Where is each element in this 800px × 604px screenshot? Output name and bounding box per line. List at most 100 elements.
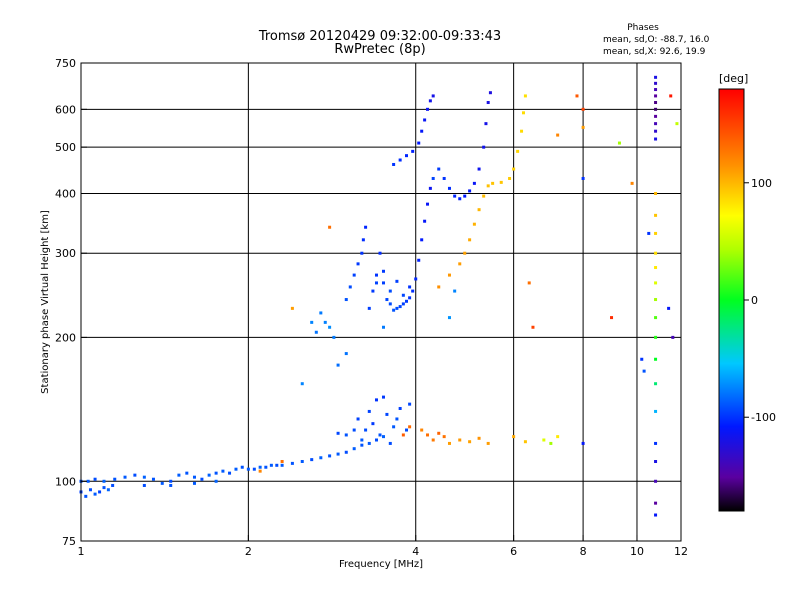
data-point-o (344, 433, 348, 437)
data-point-o (344, 352, 348, 356)
data-point-o (414, 277, 418, 281)
data-point-o (214, 471, 218, 475)
data-point-x (477, 436, 481, 440)
data-point-o (371, 422, 375, 426)
data-point-o (378, 433, 382, 437)
data-point-o (102, 479, 106, 483)
data-point-o (185, 471, 189, 475)
data-point-o (246, 467, 250, 471)
data-point-o (290, 461, 294, 465)
data-point-o (200, 477, 204, 481)
data-point-o (275, 463, 279, 467)
data-point-x (431, 438, 435, 442)
data-point-noise (581, 176, 585, 180)
x-tick-label: 2 (245, 545, 252, 558)
data-point-x (447, 441, 451, 445)
data-point-o (344, 298, 348, 302)
data-point-o (336, 452, 340, 456)
data-point-o (300, 459, 304, 463)
data-point-o (310, 320, 314, 324)
data-point-x (477, 208, 481, 212)
data-point-noise (654, 75, 658, 79)
data-point-o (356, 262, 360, 266)
data-point-x (542, 438, 546, 442)
colorbar-tick-label: -100 (751, 411, 776, 424)
data-point-x (499, 180, 503, 184)
data-point-noise (667, 306, 671, 310)
data-point-o (310, 458, 314, 462)
data-point-o (269, 463, 273, 467)
data-point-noise (654, 382, 658, 386)
data-point-o (408, 402, 412, 406)
data-point-o (93, 492, 97, 496)
data-point-o (228, 471, 232, 475)
data-point-o (388, 289, 392, 293)
data-point-noise (654, 357, 658, 361)
data-point-o (428, 186, 432, 190)
data-point-o (264, 465, 268, 469)
data-point-o (323, 320, 327, 324)
x-tick-label: 4 (412, 545, 419, 558)
data-point-x (520, 129, 524, 133)
data-point-o (381, 435, 385, 439)
data-point-o (385, 412, 389, 416)
data-point-o (431, 176, 435, 180)
data-point-noise (654, 335, 658, 339)
data-point-x (280, 459, 284, 463)
data-point-o (192, 481, 196, 485)
phases-note-x: mean, sd,X: 92.6, 19.9 (603, 47, 706, 57)
data-point-x (521, 111, 525, 115)
data-point-noise (610, 316, 614, 320)
data-point-o (420, 238, 424, 242)
data-point-noise (654, 501, 658, 505)
data-point-o (401, 293, 405, 297)
data-point-o (405, 154, 409, 158)
data-point-o (280, 463, 284, 467)
data-point-o (221, 469, 225, 473)
data-point-x (556, 435, 560, 439)
data-point-o (142, 483, 146, 487)
data-point-o (192, 475, 196, 479)
data-point-o (463, 194, 467, 198)
y-tick-label: 100 (55, 475, 76, 488)
chart-title: Tromsø 20120429 09:32:00-09:33:43 (258, 29, 501, 44)
data-point-o (240, 465, 244, 469)
colorbar-label: [deg] (719, 72, 748, 85)
data-point-o (388, 302, 392, 306)
data-point-x (458, 262, 462, 266)
data-point-noise (654, 94, 658, 98)
data-point-o (408, 285, 412, 289)
data-point-o (332, 335, 336, 339)
data-point-o (133, 473, 137, 477)
x-tick-label: 6 (510, 545, 517, 558)
data-point-x (468, 440, 472, 444)
data-point-noise (642, 369, 646, 373)
data-point-o (169, 479, 173, 483)
y-tick-label: 200 (55, 331, 76, 344)
data-point-noise (647, 231, 651, 235)
data-point-o (86, 479, 90, 483)
data-point-o (88, 488, 92, 492)
data-point-o (486, 101, 490, 105)
data-point-o (447, 186, 451, 190)
data-point-x (523, 440, 527, 444)
data-point-o (392, 425, 396, 429)
chart-subtitle: RwPretec (8p) (334, 42, 425, 57)
data-point-x (401, 433, 405, 437)
data-point-o (328, 454, 332, 458)
data-point-o (484, 122, 488, 126)
data-point-o (392, 162, 396, 166)
data-point-o (84, 494, 88, 498)
data-point-noise (654, 101, 658, 105)
data-point-o (352, 273, 356, 277)
data-point-x (468, 238, 472, 242)
data-point-o (477, 167, 481, 171)
data-point-noise (581, 107, 585, 111)
data-point-o (177, 473, 181, 477)
data-point-o (482, 145, 486, 149)
data-point-noise (654, 231, 658, 235)
data-point-o (336, 363, 340, 367)
data-point-x (290, 306, 294, 310)
